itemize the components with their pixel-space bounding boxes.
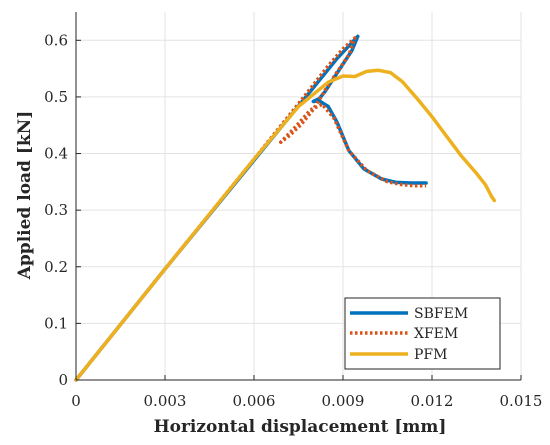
- y-tick-label-6: 0.6: [44, 31, 68, 49]
- legend-entry-pfm: PFM: [414, 347, 447, 363]
- y-tick-label-2: 0.2: [44, 258, 68, 276]
- x-tick-label-5: 0.015: [500, 392, 543, 410]
- y-tick-labels: 0 0.1 0.2 0.3 0.4 0.5 0.6: [44, 31, 68, 389]
- y-tick-label-5: 0.5: [44, 88, 68, 106]
- x-axis-label: Horizontal displacement [mm]: [154, 417, 447, 437]
- legend: SBFEM XFEM PFM: [344, 297, 501, 370]
- x-tick-label-3: 0.009: [322, 392, 365, 410]
- y-axis-label: Applied load [kN]: [15, 111, 35, 281]
- legend-entry-xfem: XFEM: [414, 326, 458, 342]
- x-tick-labels: 0 0.003 0.006 0.009 0.012 0.015: [71, 392, 542, 410]
- y-tick-label-3: 0.3: [44, 201, 68, 219]
- x-tick-label-2: 0.006: [233, 392, 276, 410]
- y-tick-label-0: 0: [58, 371, 68, 389]
- series-line-xfem: [74, 36, 427, 382]
- y-tick-label-4: 0.4: [44, 145, 68, 163]
- x-tick-label-1: 0.003: [144, 392, 187, 410]
- series-line-pfm: [74, 68, 497, 382]
- x-tick-label-4: 0.012: [411, 392, 454, 410]
- series-lines: [74, 34, 497, 382]
- axes: [75, 12, 522, 381]
- y-tick-label-1: 0.1: [44, 314, 68, 332]
- legend-entry-sbfem: SBFEM: [414, 306, 468, 322]
- x-tick-label-0: 0: [71, 392, 81, 410]
